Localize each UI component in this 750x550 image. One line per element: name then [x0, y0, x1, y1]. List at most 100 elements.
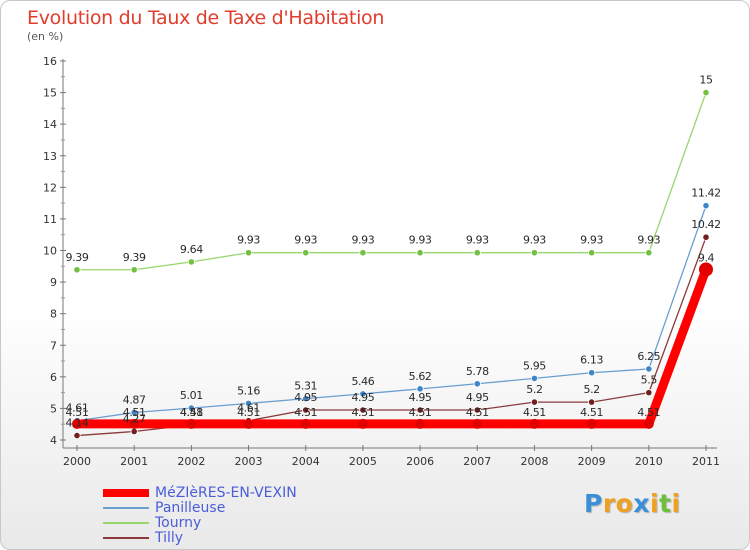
series-3-point [416, 406, 424, 414]
series-1-point [530, 374, 539, 383]
x-tick-label: 2007 [463, 455, 491, 468]
series-3-point [130, 427, 138, 436]
x-tick-label: 2005 [349, 455, 377, 468]
y-tick-label: 13 [43, 150, 57, 163]
logo-letter: i [671, 489, 681, 518]
series-3-data-label: 4.95 [409, 391, 432, 404]
series-3-data-label: 4.61 [237, 402, 260, 415]
series-2-data-label: 9.39 [66, 251, 89, 264]
series-0-data-label: 4.51 [237, 406, 260, 419]
series-0-point [72, 418, 82, 429]
series-0-point [129, 418, 140, 429]
series-2-data-label: 15 [699, 74, 713, 87]
series-0-point [586, 418, 597, 429]
chart-title: Evolution du Taux de Taxe d'Habitation [27, 7, 385, 29]
series-0-data-label: 4.51 [294, 406, 317, 419]
series-1-data-label: 6.13 [580, 354, 603, 367]
series-0-data-label: 4.51 [466, 406, 489, 419]
series-2-point [359, 249, 367, 257]
series-1-point [302, 395, 310, 403]
series-3-point [702, 233, 710, 241]
x-tick-label: 2008 [520, 455, 548, 468]
series-3-data-label: 4.48 [180, 406, 203, 419]
series-0-data-label: 4.51 [351, 406, 374, 419]
series-3-data-label: 5.2 [583, 383, 599, 396]
series-1-point [702, 202, 710, 210]
series-0-point [186, 418, 197, 429]
series-2-point [73, 266, 81, 274]
x-tick-label: 2000 [63, 455, 91, 468]
series-1-point [244, 399, 253, 407]
series-1-data-label: 5.62 [409, 370, 432, 383]
legend-label: MéZIèRES-EN-VEXIN [155, 485, 297, 501]
series-3-point [645, 389, 653, 397]
series-0-data-label: 4.51 [409, 406, 432, 419]
legend-swatch [103, 522, 149, 524]
series-lines [72, 91, 711, 437]
series-0-data-label: 4.51 [180, 406, 203, 419]
series-1-point [473, 380, 481, 388]
series-2-data-label: 9.93 [637, 234, 660, 247]
series-3-point [588, 398, 596, 406]
series-2-data-label: 9.93 [237, 234, 260, 247]
series-1-data-label: 5.95 [523, 359, 546, 372]
y-tick-label: 5 [50, 402, 57, 415]
series-3-data-label: 4.95 [351, 391, 374, 404]
series-2-point [588, 249, 596, 257]
series-2-data-label: 9.39 [123, 251, 146, 264]
y-tick-label: 6 [50, 371, 57, 384]
series-2-point [302, 249, 310, 257]
series-3-data-label: 4.27 [123, 412, 146, 425]
legend-swatch [103, 537, 149, 539]
series-0-point [643, 418, 654, 429]
series-2-data-label: 9.93 [466, 234, 489, 247]
series-1-data-label: 5.01 [180, 389, 203, 402]
x-tick-label: 2002 [177, 455, 205, 468]
y-tick-label: 9 [50, 276, 57, 289]
proxiti-logo: Proxiti [584, 489, 681, 518]
y-tick-label: 14 [43, 118, 57, 131]
logo-letter: r [602, 489, 616, 518]
series-2-point [702, 88, 710, 97]
series-1-data-label: 5.16 [237, 384, 260, 397]
y-tick-label: 16 [43, 55, 57, 68]
series-1-point [359, 390, 367, 398]
series-2-data-label: 9.93 [351, 234, 374, 247]
series-2-point [187, 258, 195, 266]
series-3-data-label: 4.95 [294, 391, 317, 404]
data-labels: 4.51 4.51 4.51 4.51 4.51 4.51 4.51 4.51 4.51 4.51… [66, 74, 722, 430]
series-1-data-label: 5.78 [466, 365, 489, 378]
series-1-point [588, 369, 596, 377]
y-tick-label: 11 [43, 213, 57, 226]
series-1-data-label: 5.31 [294, 380, 317, 393]
series-0-line [72, 264, 711, 429]
y-tick-label: 10 [43, 245, 57, 258]
legend-label: Tourny [155, 515, 202, 531]
series-2-point [645, 249, 653, 257]
series-2-data-label: 9.93 [294, 234, 317, 247]
x-tick-label: 2011 [692, 455, 720, 468]
y-tick-label: 15 [43, 87, 57, 100]
series-3-data-label: 4.14 [66, 417, 89, 430]
series-0-point [415, 418, 426, 429]
series-0-point [357, 418, 368, 429]
x-tick-label: 2001 [120, 455, 148, 468]
x-tick-label: 2003 [235, 455, 263, 468]
series-2-data-label: 9.93 [580, 234, 603, 247]
y-tick-label: 8 [50, 308, 57, 321]
series-3-point [530, 398, 539, 406]
series-3-data-label: 10.42 [691, 218, 721, 231]
x-tick-label: 2009 [578, 455, 606, 468]
series-2-point [416, 249, 424, 257]
series-3-data-label: 5.5 [641, 374, 658, 387]
legend-swatch [103, 507, 149, 509]
series-0-data-label: 4.51 [637, 406, 660, 419]
logo-letter: t [659, 489, 672, 518]
series-3-data-label: 5.2 [526, 383, 542, 396]
series-3-point [73, 431, 81, 440]
series-1-point [130, 408, 138, 417]
series-0-point [699, 262, 713, 277]
series-1-data-label: 5.46 [351, 375, 374, 388]
